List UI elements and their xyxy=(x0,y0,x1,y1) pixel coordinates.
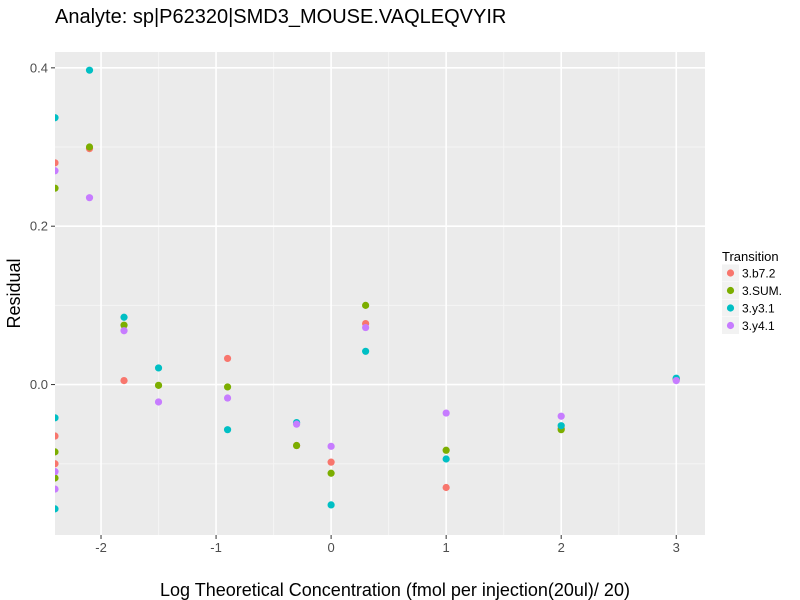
x-axis-title: Log Theoretical Concentration (fmol per … xyxy=(160,580,630,600)
data-point xyxy=(55,485,59,493)
data-point xyxy=(442,483,450,492)
y-axis-ticks: 0.0 0.2 0.4 xyxy=(30,60,55,392)
data-point xyxy=(85,143,94,151)
x-tick-label: 1 xyxy=(443,540,450,555)
data-point xyxy=(120,313,128,321)
data-point xyxy=(223,394,232,402)
data-point xyxy=(327,469,335,477)
legend: Transition 3.b7.2 3.SUM. 3.y3.1 3.y4.1 xyxy=(722,249,782,334)
chart-title: Analyte: sp|P62320|SMD3_MOUSE.VAQLEQVYIR xyxy=(55,6,506,28)
legend-marker xyxy=(726,304,735,312)
data-point xyxy=(672,376,680,385)
x-tick-label: -1 xyxy=(210,540,222,555)
legend-items: 3.b7.2 3.SUM. 3.y3.1 3.y4.1 xyxy=(722,264,782,334)
y-tick-label: 0.4 xyxy=(30,60,48,75)
data-point xyxy=(327,501,335,509)
data-point xyxy=(120,321,128,329)
data-point xyxy=(85,66,94,74)
data-point xyxy=(223,354,232,363)
y-tick-label: 0.2 xyxy=(30,219,48,234)
data-point xyxy=(557,412,565,420)
legend-label: 3.y3.1 xyxy=(742,302,775,316)
data-point xyxy=(55,474,59,482)
data-point xyxy=(362,347,370,355)
data-point xyxy=(154,381,163,389)
data-point xyxy=(223,426,232,434)
major-gridlines xyxy=(55,52,705,535)
data-point xyxy=(55,460,59,468)
data-points xyxy=(55,66,680,513)
data-point xyxy=(55,505,59,513)
data-point xyxy=(154,364,163,372)
minor-gridlines xyxy=(55,52,705,535)
data-point xyxy=(557,422,565,430)
data-point xyxy=(292,420,301,428)
legend-marker xyxy=(726,286,735,295)
legend-title: Transition xyxy=(722,249,779,264)
data-point xyxy=(55,448,59,456)
data-point xyxy=(442,446,450,454)
data-point xyxy=(55,114,59,122)
data-point xyxy=(55,184,59,192)
data-point xyxy=(120,376,128,385)
data-point xyxy=(55,432,59,440)
data-point xyxy=(327,442,335,450)
data-point xyxy=(85,194,94,202)
data-point xyxy=(55,468,59,476)
plot-panel xyxy=(55,52,705,535)
data-point xyxy=(327,458,335,466)
x-tick-label: 3 xyxy=(673,540,680,555)
x-axis-ticks: -2 -1 0 1 2 3 xyxy=(95,535,680,555)
legend-label: 3.y4.1 xyxy=(742,319,775,333)
data-point xyxy=(55,414,59,422)
legend-marker xyxy=(726,269,735,277)
y-tick-label: 0.0 xyxy=(30,377,48,392)
data-point xyxy=(55,159,59,167)
legend-label: 3.SUM. xyxy=(742,284,782,298)
data-point xyxy=(442,409,450,417)
data-point xyxy=(223,383,232,391)
data-point xyxy=(362,301,370,309)
data-point xyxy=(154,398,163,406)
data-point xyxy=(55,167,59,175)
legend-marker xyxy=(726,321,735,330)
x-tick-label: -2 xyxy=(95,540,107,555)
y-axis-title: Residual xyxy=(4,258,24,328)
data-point xyxy=(442,455,450,463)
data-point xyxy=(292,441,301,450)
data-point xyxy=(362,323,370,332)
x-tick-label: 2 xyxy=(558,540,565,555)
x-tick-label: 0 xyxy=(327,540,334,555)
data-point xyxy=(120,327,128,335)
legend-label: 3.b7.2 xyxy=(742,267,776,281)
